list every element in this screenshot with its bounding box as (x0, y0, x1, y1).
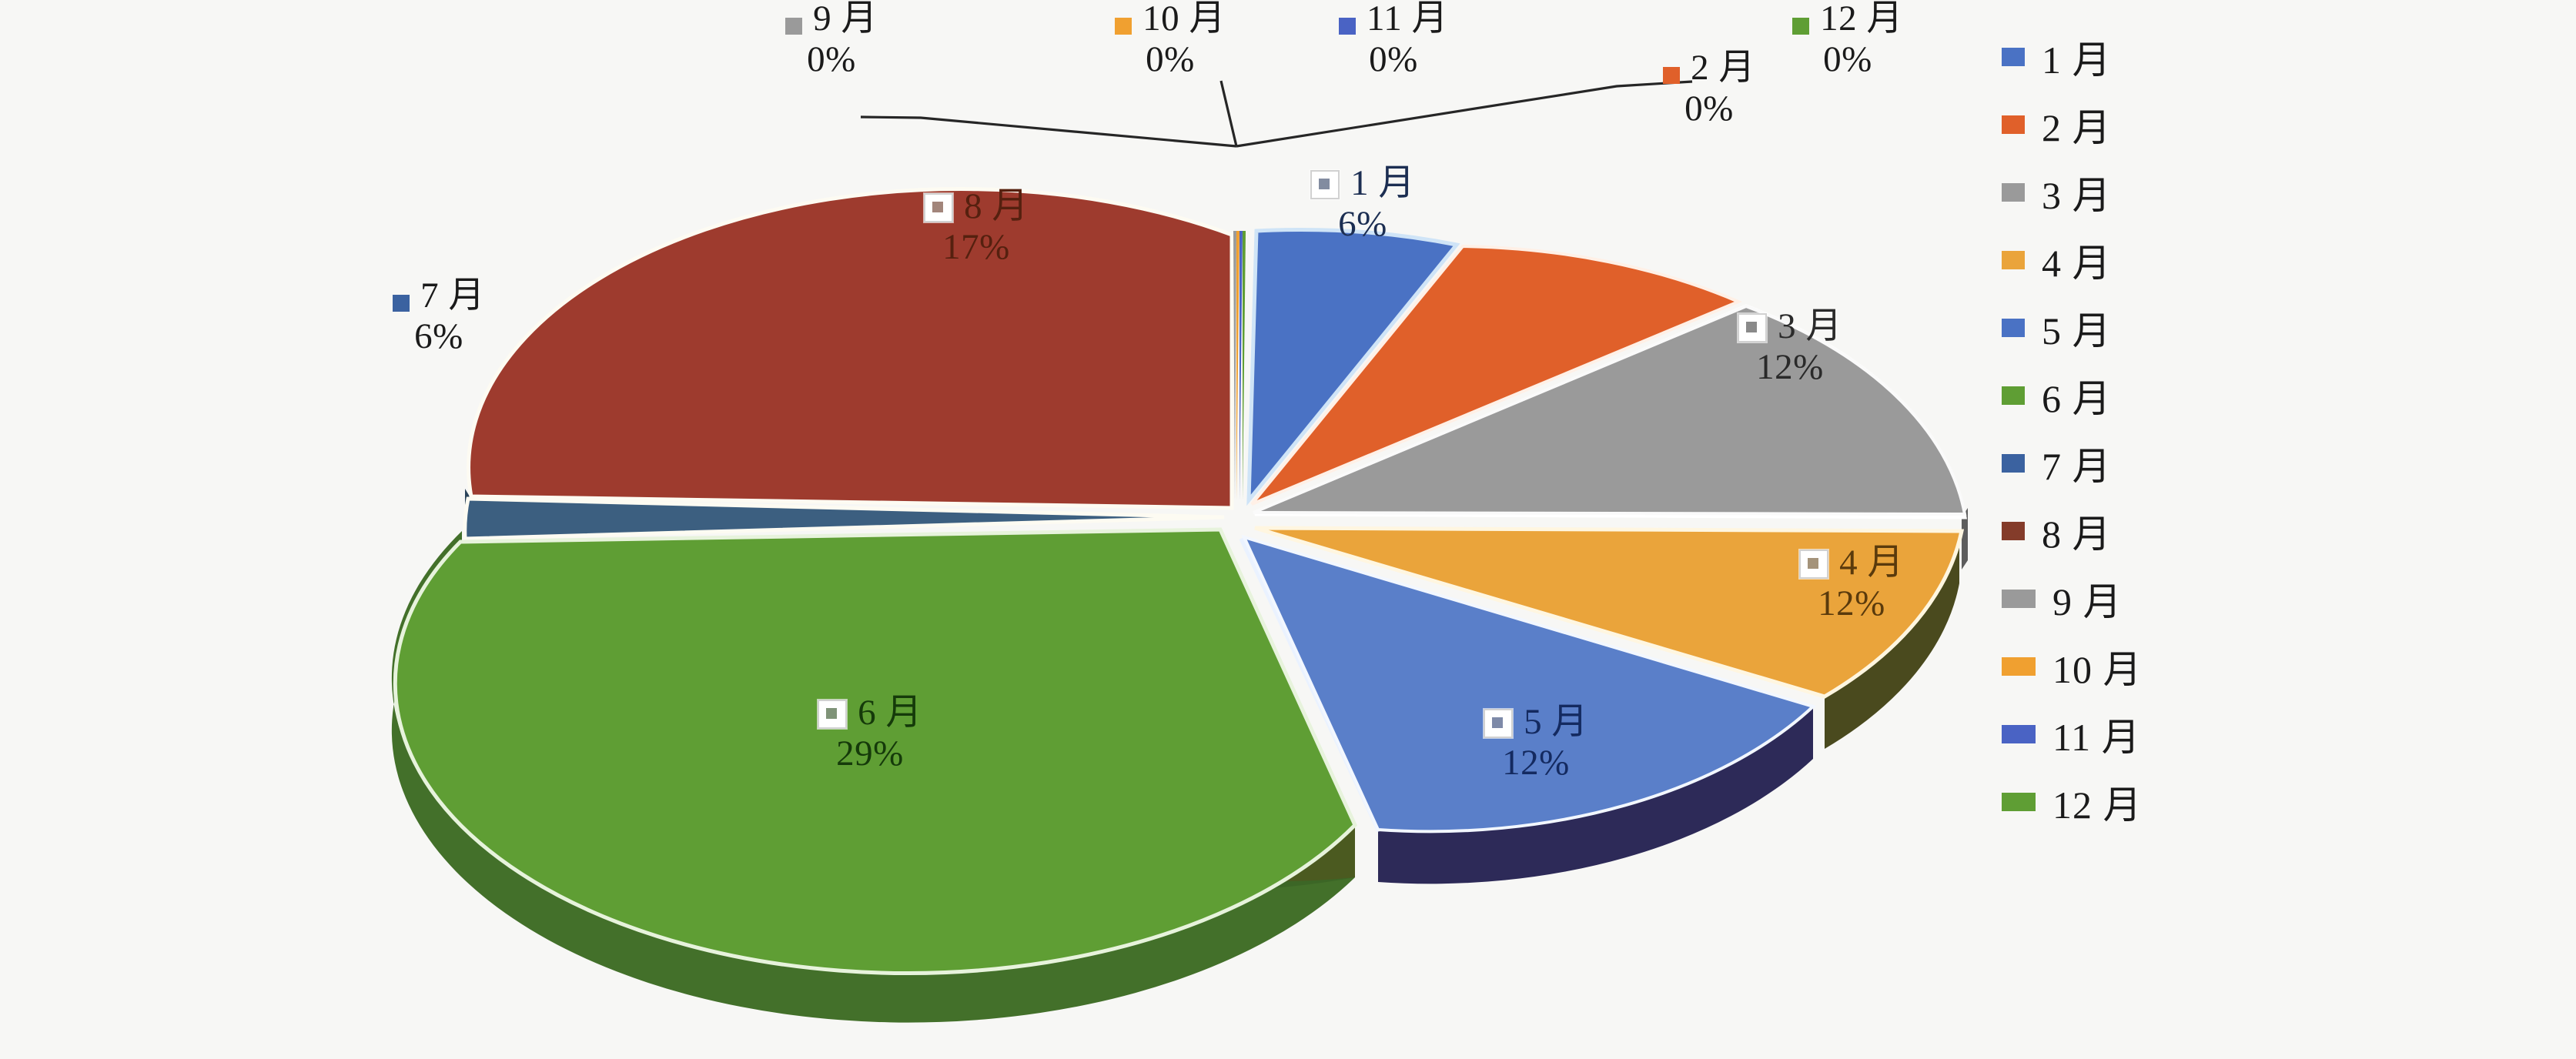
legend-label-jan: 1 月 (2042, 38, 2112, 82)
data-label-oct: 10 月 0% (1070, 0, 1270, 79)
legend-item-apr[interactable]: 4 月 (2002, 226, 2340, 294)
pie-top-faces (393, 187, 1967, 976)
data-label-mar: 3 月 12% (1682, 306, 1898, 387)
leader-line-oct (1219, 80, 1238, 147)
marker-nov (1338, 18, 1356, 35)
slice-top-apr (1254, 526, 1965, 699)
data-label-jul: 7 月 6% (339, 276, 539, 356)
marker-oct (1115, 18, 1132, 35)
slice-side-apr (1825, 531, 1959, 749)
legend-item-mar[interactable]: 3 月 (2002, 159, 2340, 226)
legend-swatch-oct (2002, 657, 2036, 676)
data-label-apr: 4 月 12% (1744, 543, 1959, 623)
legend-item-jan[interactable]: 1 月 (2002, 23, 2340, 91)
data-label-sep: 9 月 0% (731, 0, 932, 79)
marker-jan (1310, 170, 1340, 199)
legend-item-oct[interactable]: 10 月 (2002, 633, 2340, 700)
data-label-aug: 8 月 17% (868, 186, 1084, 267)
legend-label-may: 5 月 (2042, 309, 2112, 352)
slice-top-oct (1236, 231, 1239, 500)
legend-label-nov: 11 月 (2052, 716, 2141, 759)
legend-swatch-jul (2002, 454, 2025, 473)
legend-label-feb: 2 月 (2042, 106, 2112, 149)
legend-swatch-jan (2002, 48, 2025, 66)
marker-feb (1663, 67, 1681, 84)
legend-swatch-aug (2002, 522, 2025, 540)
slice-top-aug (467, 187, 1234, 510)
marker-mar (1738, 313, 1768, 342)
data-label-feb: 2 月 0% (1609, 48, 1809, 129)
data-label-may: 5 月 12% (1428, 702, 1644, 783)
slice-top-feb (1250, 244, 1743, 506)
marker-dec (1792, 18, 1810, 35)
slice-top-mar-body (1253, 304, 1967, 516)
legend-swatch-mar (2002, 183, 2025, 202)
chart-legend: 1 月 2 月 3 月 4 月 5 月 6 月 7 月 8 月 (2002, 23, 2340, 1039)
marker-aug (924, 193, 954, 222)
data-label-jan: 1 月 6% (1255, 163, 1470, 244)
legend-item-may[interactable]: 5 月 (2002, 294, 2340, 362)
marker-apr (1799, 550, 1829, 579)
legend-swatch-sep (2002, 590, 2036, 608)
marker-jun (818, 700, 848, 729)
leader-lines (860, 80, 1693, 148)
legend-label-sep: 9 月 (2052, 580, 2123, 623)
legend-item-aug[interactable]: 8 月 (2002, 497, 2340, 565)
slice-side-may (1378, 707, 1813, 884)
slice-top-jan (1246, 228, 1460, 506)
marker-jul (393, 295, 410, 312)
legend-label-apr: 4 月 (2042, 242, 2112, 285)
legend-item-nov[interactable]: 11 月 (2002, 700, 2340, 768)
data-label-nov: 11 月 0% (1293, 0, 1494, 79)
legend-item-jul[interactable]: 7 月 (2002, 429, 2340, 497)
legend-swatch-jun (2002, 386, 2025, 405)
legend-swatch-feb (2002, 115, 2025, 134)
slice-top-nov (1239, 231, 1243, 500)
leader-line-sep (860, 115, 1237, 148)
legend-label-dec: 12 月 (2052, 783, 2143, 827)
pie-chart-plot-area: 9 月 0% 10 月 0% 11 月 0% 12 月 0% 2 月 0% 7 … (339, 0, 1968, 1023)
pie-chart-graphic (391, 80, 1968, 1023)
legend-label-aug: 8 月 (2042, 513, 2112, 556)
marker-may (1484, 709, 1514, 738)
slice-top-jun (393, 527, 1357, 976)
legend-label-jul: 7 月 (2042, 445, 2112, 488)
slice-top-may-body (1241, 534, 1816, 834)
legend-swatch-apr (2002, 251, 2025, 269)
legend-label-mar: 3 月 (2042, 174, 2112, 217)
legend-swatch-dec (2002, 793, 2036, 811)
legend-label-jun: 6 月 (2042, 377, 2112, 420)
data-label-dec: 12 月 0% (1748, 0, 1948, 79)
marker-sep (785, 18, 803, 35)
data-label-jun: 6 月 29% (762, 693, 978, 773)
slice-top-jul (463, 496, 1225, 541)
legend-swatch-may (2002, 319, 2025, 337)
slice-top-sep (1233, 231, 1236, 500)
legend-item-sep[interactable]: 9 月 (2002, 565, 2340, 633)
legend-item-feb[interactable]: 2 月 (2002, 91, 2340, 159)
legend-item-dec[interactable]: 12 月 (2002, 768, 2340, 836)
slice-side-mar (1962, 508, 1968, 570)
legend-swatch-nov (2002, 725, 2036, 743)
legend-item-jun[interactable]: 6 月 (2002, 362, 2340, 429)
slice-top-dec (1243, 231, 1246, 500)
legend-label-oct: 10 月 (2052, 648, 2143, 691)
